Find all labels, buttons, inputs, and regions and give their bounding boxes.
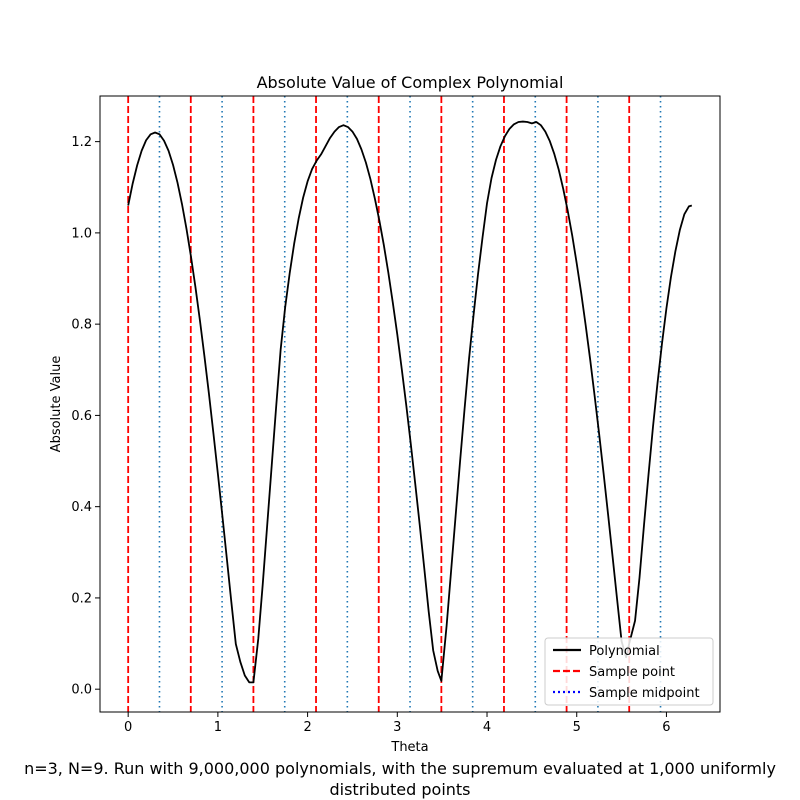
x-axis: 0 1 2 3 4 5 6: [124, 712, 671, 735]
plot-frame: [99, 95, 721, 713]
x-tick-label-1: 1: [214, 720, 222, 735]
x-tick-label-0: 0: [124, 720, 132, 735]
caption-line-2: distributed points: [329, 780, 471, 799]
x-tick-label-4: 4: [483, 720, 491, 735]
plot-area: [127, 96, 693, 712]
y-tick-label-1: 0.2: [71, 591, 92, 606]
y-tick-label-2: 0.4: [71, 500, 92, 515]
x-tick-label-5: 5: [573, 720, 581, 735]
legend-label-sample-point: Sample point: [589, 665, 675, 680]
polynomial-series-line: [127, 120, 693, 684]
x-tick-label-6: 6: [662, 720, 670, 735]
x-tick-label-3: 3: [393, 720, 401, 735]
y-tick-label-3: 0.6: [71, 409, 92, 424]
y-axis: 0.0 0.2 0.4 0.6 0.8 1.0 1.2: [71, 135, 100, 698]
caption-line-1: n=3, N=9. Run with 9,000,000 polynomials…: [24, 759, 776, 778]
y-tick-label-6: 1.2: [71, 135, 92, 150]
legend: Polynomial Sample point Sample midpoint: [544, 637, 714, 706]
figure-caption: n=3, N=9. Run with 9,000,000 polynomials…: [0, 758, 800, 800]
line-chart: Absolute Value of Complex Polynomial 0 1 2…: [49, 73, 721, 755]
chart-title: Absolute Value of Complex Polynomial: [257, 73, 564, 92]
legend-label-polynomial: Polynomial: [589, 644, 660, 659]
y-tick-label-5: 1.0: [71, 226, 92, 241]
x-axis-label: Theta: [390, 740, 428, 755]
legend-box: [544, 637, 714, 706]
y-tick-label-0: 0.0: [71, 683, 92, 698]
y-axis-label: Absolute Value: [49, 356, 64, 453]
y-tick-label-4: 0.8: [71, 318, 92, 333]
x-tick-label-2: 2: [303, 720, 311, 735]
legend-label-sample-midpoint: Sample midpoint: [589, 686, 700, 701]
